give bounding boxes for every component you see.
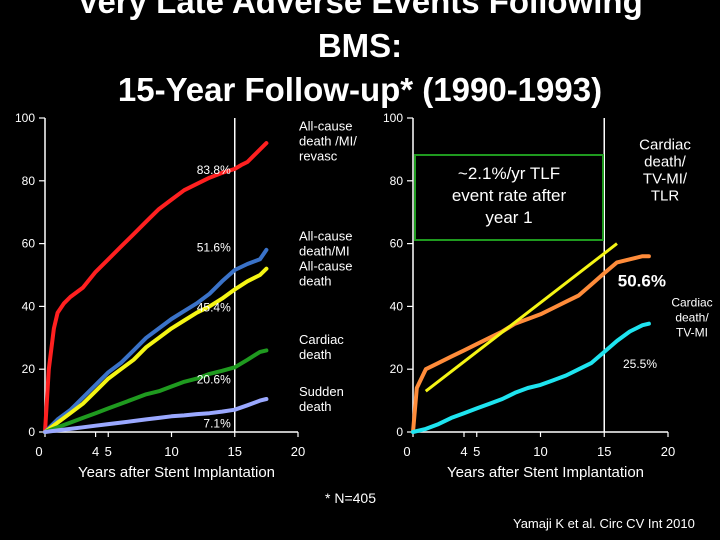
chart2-y-tick-label: 20 [390, 362, 404, 376]
chart1-y-tick-label: 80 [22, 174, 36, 188]
chart2-legend-label: Cardiac [639, 136, 691, 153]
chart2-legend-label: Cardiac [671, 295, 712, 309]
chart1-x-tick-label: 20 [291, 444, 305, 459]
chart2-x-tick-label: 0 [403, 444, 410, 459]
chart1-annotation-label: 51.6% [197, 241, 231, 255]
chart1-series-line-4 [43, 397, 269, 434]
chart1-legend-label: Cardiac [299, 332, 344, 347]
chart2-legend-label: death/ [644, 153, 687, 170]
chart1-y-tick-label: 100 [15, 111, 35, 125]
chart2-y-tick-label: 80 [390, 174, 404, 188]
chart2-trend-line [424, 242, 618, 393]
chart1-legend-label: Sudden [299, 384, 344, 399]
chart2-series-line-1 [411, 321, 651, 434]
chart1-x-axis-label: Years after Stent Implantation [78, 464, 275, 481]
chart2-y-tick-label: 60 [390, 237, 404, 251]
chart1-y-tick-label: 40 [22, 299, 36, 313]
chart1-legend-label: All-cause [299, 228, 352, 243]
chart1-legend-label: revasc [299, 149, 338, 164]
chart1-legend-label: death /MI/ [299, 134, 357, 149]
chart1-legend-label: death [299, 273, 332, 288]
chart2-rate-box-text: event rate after [452, 186, 567, 205]
chart1-legend-label: death [299, 347, 332, 362]
chart1-legend-label: All-cause [299, 119, 352, 134]
chart1-annotation-label: 83.8% [197, 163, 231, 177]
chart2-legend-label: TLR [651, 187, 680, 204]
chart2-legend-label: death/ [675, 310, 709, 324]
chart2-legend-label: TV-MI/ [643, 170, 688, 187]
slide-title-line-3: 15-Year Follow-up* (1990-1993) [117, 71, 603, 108]
chart1-annotation-label: 45.4% [197, 300, 231, 314]
chart1-y-tick-label: 60 [22, 237, 36, 251]
chart1-series-line-1 [43, 247, 269, 434]
chart2-series-line-0 [411, 254, 651, 434]
chart2-x-axis-label: Years after Stent Implantation [447, 464, 644, 481]
chart2-x-tick-label: 5 [473, 444, 480, 459]
chart1-legend-label: death [299, 399, 332, 414]
chart1-series-line-2 [43, 266, 269, 434]
footnote: * N=405 [325, 490, 376, 506]
chart2-rate-box [414, 154, 604, 241]
citation: Yamaji K et al. Circ CV Int 2010 [513, 516, 695, 531]
chart1-x-tick-label: 0 [35, 444, 42, 459]
chart1-x-tick-label: 5 [105, 444, 112, 459]
chart1-x-tick-label: 10 [164, 444, 178, 459]
chart1-y-tick-label: 20 [22, 362, 36, 376]
chart1-x-tick-label: 15 [228, 444, 242, 459]
chart1-y-tick-label: 0 [28, 425, 35, 439]
chart2-x-tick-label: 4 [460, 444, 467, 459]
slide-title-line-2: BMS: [317, 27, 403, 64]
chart2-y-tick-label: 100 [383, 111, 403, 125]
chart1-series-line-0 [43, 141, 269, 434]
chart2-x-tick-label: 15 [597, 444, 611, 459]
chart2-y-tick-label: 40 [390, 299, 404, 313]
chart1-legend-label: All-cause [299, 258, 352, 273]
chart2-annotation-label: 25.5% [623, 357, 657, 371]
chart2-rate-box-text: ~2.1%/yr TLF [458, 164, 560, 183]
chart1-annotation-label: 20.6% [197, 373, 231, 387]
chart2-y-tick-label: 0 [396, 425, 403, 439]
chart1-series-line-3 [43, 348, 269, 434]
chart2-legend-label: TV-MI [676, 325, 708, 339]
chart1-annotation-label: 7.1% [203, 417, 231, 431]
chart1-legend-label: death/MI [299, 243, 350, 258]
chart2-x-tick-label: 10 [533, 444, 547, 459]
chart2-annotation-label: 50.6% [618, 271, 666, 290]
chart1-x-tick-label: 4 [92, 444, 99, 459]
chart2-x-tick-label: 20 [661, 444, 675, 459]
slide-title-line-1: Very Late Adverse Events Following [77, 0, 643, 20]
chart2-rate-box-text: year 1 [485, 208, 532, 227]
